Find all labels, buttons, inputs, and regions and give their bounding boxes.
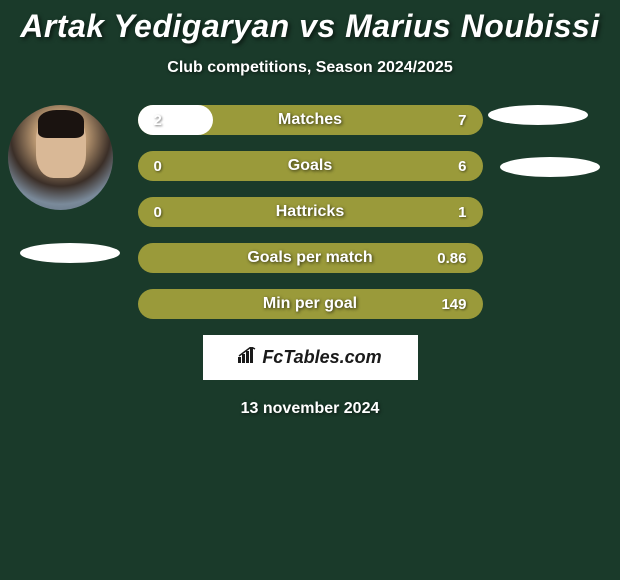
stat-row-goals: 0 Goals 6 (138, 151, 483, 181)
stat-row-goals-per-match: Goals per match 0.86 (138, 243, 483, 273)
stat-label: Min per goal (138, 295, 483, 313)
date-line: 13 november 2024 (0, 400, 620, 418)
stat-label: Hattricks (138, 203, 483, 221)
page-title: Artak Yedigaryan vs Marius Noubissi (0, 8, 620, 45)
chart-icon (238, 347, 258, 368)
stat-row-min-per-goal: Min per goal 149 (138, 289, 483, 319)
brand-label: FcTables.com (238, 347, 381, 368)
stat-right-value: 149 (441, 296, 466, 313)
stat-bars: 2 Matches 7 0 Goals 6 0 Hattricks 1 Goal… (138, 105, 483, 319)
stat-row-matches: 2 Matches 7 (138, 105, 483, 135)
stat-right-value: 1 (458, 204, 466, 221)
player-right-flag-2 (500, 157, 600, 177)
comparison-content: 2 Matches 7 0 Goals 6 0 Hattricks 1 Goal… (0, 105, 620, 418)
player-left-avatar (8, 105, 113, 210)
brand-box[interactable]: FcTables.com (203, 335, 418, 380)
stat-right-value: 7 (458, 112, 466, 129)
player-right-flag-1 (488, 105, 588, 125)
stat-label: Matches (138, 111, 483, 129)
stat-right-value: 0.86 (437, 250, 466, 267)
header: Artak Yedigaryan vs Marius Noubissi Club… (0, 0, 620, 77)
stat-right-value: 6 (458, 158, 466, 175)
brand-text: FcTables.com (262, 347, 381, 368)
player-left-flag (20, 243, 120, 263)
stat-label: Goals (138, 157, 483, 175)
stat-label: Goals per match (138, 249, 483, 267)
subtitle: Club competitions, Season 2024/2025 (0, 59, 620, 77)
stat-row-hattricks: 0 Hattricks 1 (138, 197, 483, 227)
